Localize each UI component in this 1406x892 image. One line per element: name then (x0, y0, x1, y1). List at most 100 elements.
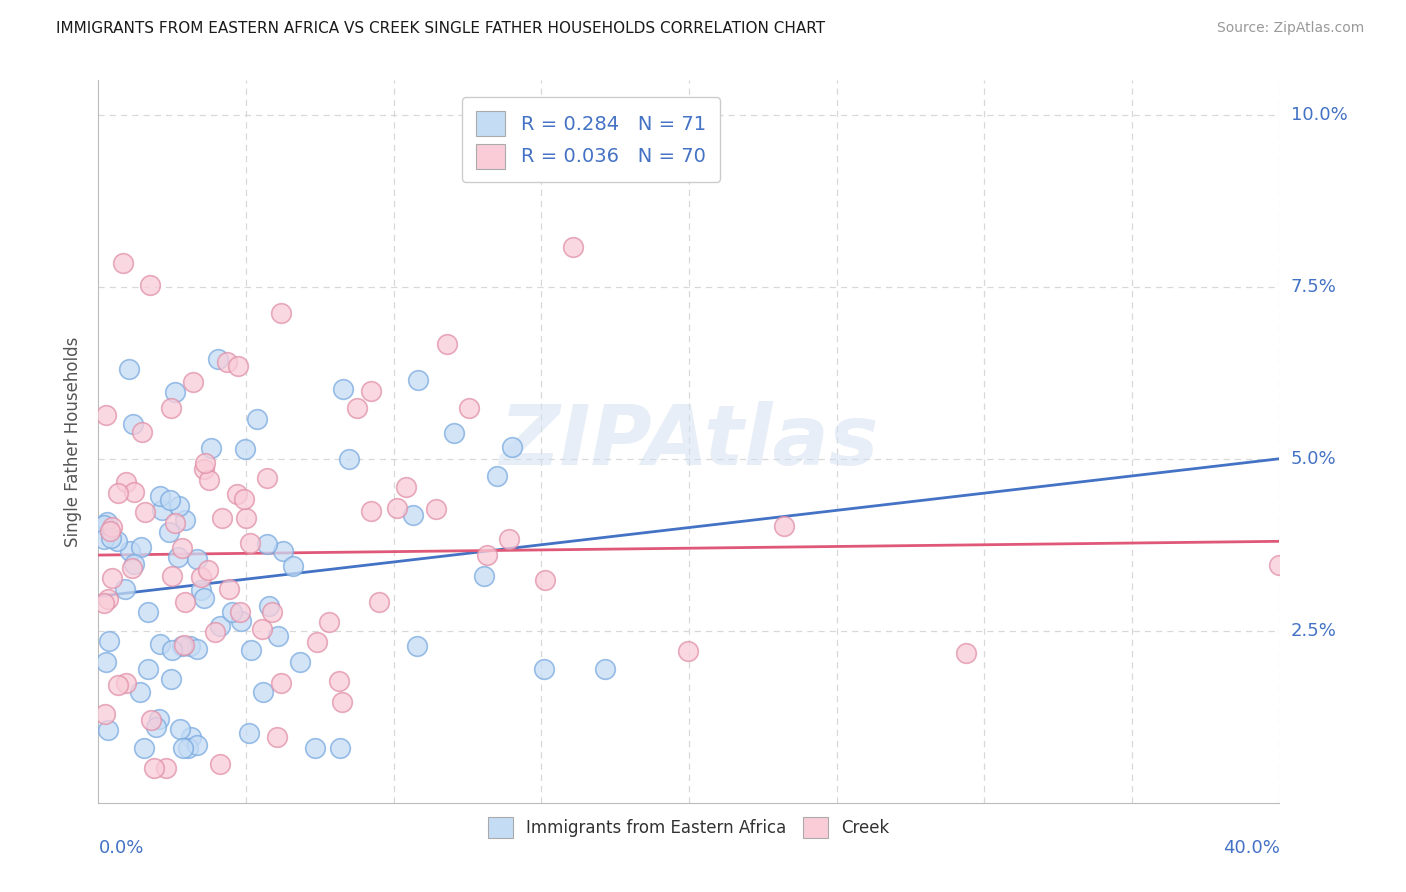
Point (122, 417, 145, 432)
Point (368, 595, 391, 609)
Point (132, 740, 155, 755)
Point (329, 740, 352, 755)
Point (173, 513, 195, 527)
Point (246, 412, 269, 426)
Point (318, 615, 340, 629)
Point (360, 504, 382, 518)
Point (200, 441, 222, 455)
Point (406, 373, 429, 387)
Point (207, 352, 229, 367)
Point (256, 471, 278, 485)
Point (235, 511, 257, 525)
Point (150, 503, 173, 517)
Point (155, 761, 177, 775)
Point (425, 502, 447, 516)
Point (149, 489, 172, 503)
Point (190, 570, 212, 584)
Point (100, 520, 122, 534)
Point (148, 712, 170, 726)
Point (190, 582, 212, 597)
Point (266, 730, 288, 744)
Point (271, 544, 294, 558)
Point (209, 619, 232, 633)
Point (204, 624, 226, 639)
Point (406, 639, 429, 653)
Point (93, 596, 115, 610)
Point (145, 721, 167, 735)
Point (186, 738, 208, 752)
Point (561, 240, 583, 254)
Point (252, 685, 274, 699)
Point (209, 756, 232, 771)
Point (257, 599, 280, 614)
Point (172, 639, 194, 653)
Text: 10.0%: 10.0% (1291, 105, 1347, 124)
Point (160, 401, 183, 415)
Point (533, 662, 555, 676)
Point (118, 361, 141, 376)
Y-axis label: Single Father Households: Single Father Households (63, 336, 82, 547)
Point (107, 678, 129, 692)
Text: ZIPAtlas: ZIPAtlas (499, 401, 879, 482)
Point (93, 517, 115, 532)
Point (186, 552, 208, 566)
Point (387, 500, 409, 515)
Point (136, 605, 159, 619)
Point (229, 614, 252, 628)
Point (501, 440, 523, 454)
Point (772, 519, 794, 533)
Point (267, 629, 290, 643)
Point (676, 643, 699, 657)
Point (96, 515, 118, 529)
Point (402, 508, 425, 523)
Text: 7.5%: 7.5% (1291, 277, 1337, 296)
Point (394, 480, 416, 494)
Point (346, 401, 368, 415)
Point (107, 533, 129, 548)
Legend: Immigrants from Eastern Africa, Creek: Immigrants from Eastern Africa, Creek (479, 808, 898, 847)
Point (141, 714, 163, 728)
Point (305, 634, 328, 648)
Point (250, 622, 273, 636)
Point (217, 355, 239, 369)
Point (97, 723, 120, 738)
Point (165, 384, 187, 399)
Point (226, 359, 249, 374)
Point (138, 662, 160, 676)
Point (240, 643, 263, 657)
Point (330, 696, 353, 710)
Point (270, 306, 292, 320)
Point (193, 462, 215, 476)
Point (94, 408, 117, 422)
Point (304, 740, 326, 755)
Point (167, 550, 190, 565)
Point (197, 563, 219, 577)
Point (197, 473, 219, 487)
Point (328, 673, 350, 688)
Point (160, 672, 183, 686)
Point (194, 456, 217, 470)
Point (94, 707, 117, 722)
Point (121, 561, 143, 575)
Point (239, 536, 262, 550)
Point (114, 676, 136, 690)
Point (177, 740, 200, 755)
Point (163, 516, 186, 530)
Point (131, 540, 153, 554)
Text: 0.0%: 0.0% (98, 838, 143, 857)
Point (218, 582, 240, 596)
Point (288, 655, 311, 669)
Point (229, 605, 252, 619)
Point (498, 533, 520, 547)
Point (129, 685, 152, 699)
Point (173, 595, 195, 609)
Point (226, 487, 249, 501)
Point (139, 278, 162, 293)
Point (124, 485, 146, 500)
Point (443, 425, 465, 440)
Point (157, 524, 180, 539)
Point (159, 492, 181, 507)
Point (122, 557, 145, 571)
Point (143, 761, 166, 775)
Point (179, 639, 201, 653)
